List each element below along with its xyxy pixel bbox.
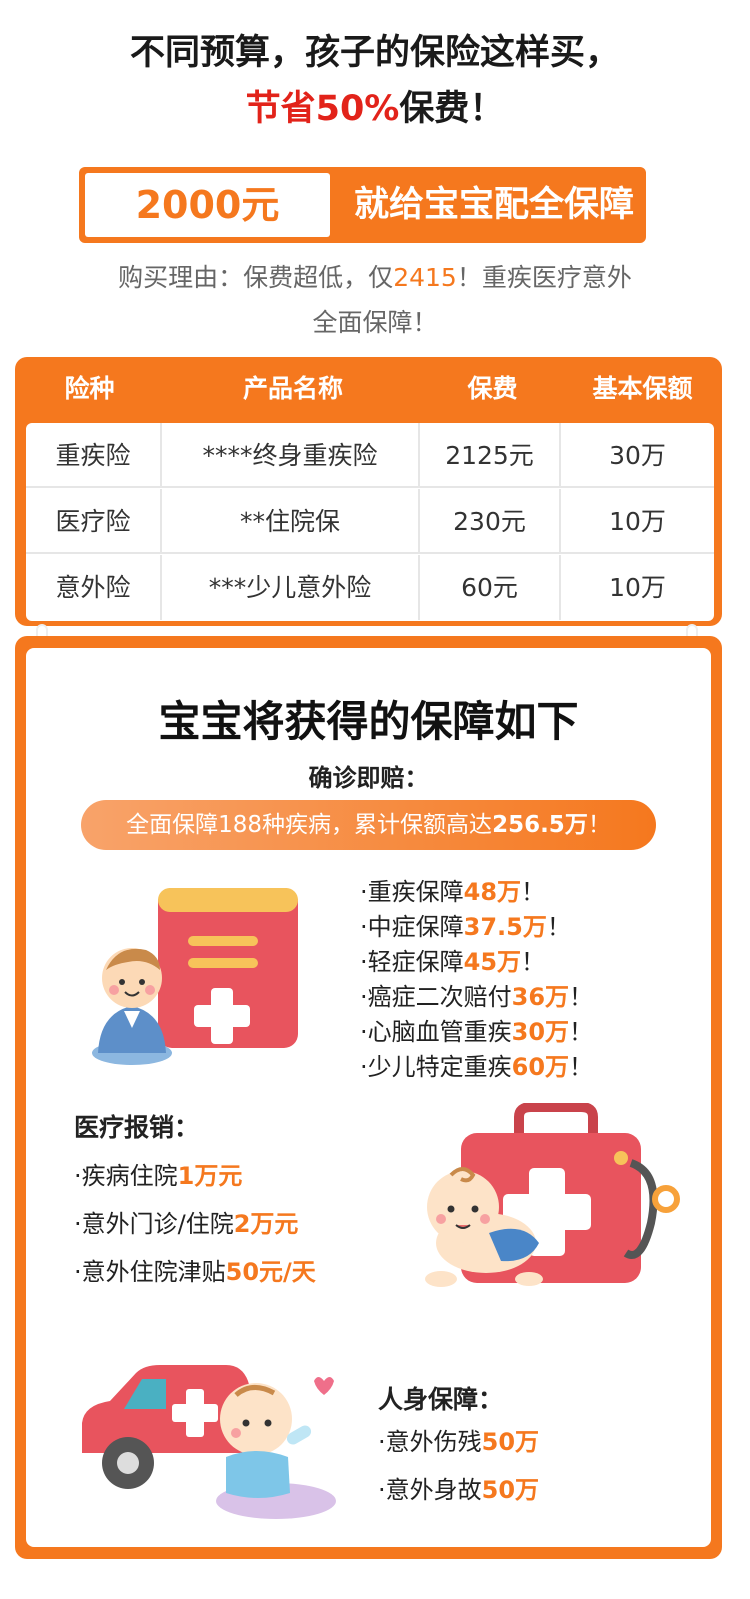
cell-premium: 230元 [420, 489, 561, 554]
reason-suffix: ！重疾医疗意外 [456, 263, 632, 292]
baby-with-first-aid-kit-icon [425, 1103, 680, 1287]
baby-with-car-icon [82, 1365, 336, 1519]
benefits-panel: 宝宝将获得的保障如下 确诊即赔： 全面保障188种疾病，累计保额高达256.5万… [15, 636, 722, 1559]
cell-premium: 2125元 [420, 423, 561, 488]
personal-list: ·意外伤残50万 ·意外身故50万 [378, 1418, 539, 1514]
cell-type: 意外险 [26, 555, 162, 620]
budget-amount: 2000元 [85, 173, 330, 237]
table-row: 重疾险 ****终身重疾险 2125元 30万 [26, 423, 714, 488]
list-item: ·中症保障37.5万！ [360, 913, 571, 941]
critical-illness-list: ·重疾保障48万！ ·中症保障37.5万！ ·轻症保障45万！ ·癌症二次赔付3… [360, 875, 593, 1085]
pill-amount: 256.5万 [492, 812, 588, 838]
table-row: 意外险 ***少儿意外险 60元 10万 [26, 555, 714, 620]
budget-text: 就给宝宝配全保障 [353, 185, 634, 225]
headline-savings: 节省50% [245, 89, 400, 129]
list-item: ·意外身故50万 [378, 1476, 540, 1504]
table-header: 险种 产品名称 保费 基本保额 [15, 357, 722, 421]
list-item: ·少儿特定重疾60万！ [360, 1053, 594, 1081]
baby-with-medical-book-icon [92, 888, 298, 1065]
header-premium: 保费 [467, 374, 518, 403]
headline-line-1: 不同预算，孩子的保险这样买， [129, 33, 620, 73]
list-item: ·意外伤残50万 [378, 1428, 540, 1456]
benefits-panel-inner: 宝宝将获得的保障如下 确诊即赔： 全面保障188种疾病，累计保额高达256.5万… [26, 648, 711, 1547]
list-item: ·癌症二次赔付36万！ [360, 983, 594, 1011]
coverage-summary-pill: 全面保障188种疾病，累计保额高达256.5万！ [81, 800, 656, 850]
cell-product: **住院保 [162, 489, 420, 554]
insurance-table: 险种 产品名称 保费 基本保额 重疾险 ****终身重疾险 2125元 30万 … [15, 357, 722, 626]
cell-product: ***少儿意外险 [162, 555, 420, 620]
list-item: ·疾病住院1万元 [74, 1162, 243, 1190]
headline-line-2: 节省50%保费！ [0, 80, 750, 131]
reason-price: 2415 [393, 263, 457, 292]
header-product: 产品名称 [242, 374, 343, 403]
header-type: 险种 [64, 374, 115, 403]
personal-label: 人身保障： [378, 1385, 504, 1414]
list-item: ·意外门诊/住院2万元 [74, 1210, 299, 1238]
purchase-reason-line-2: 全面保障！ [312, 308, 438, 337]
cell-product: ****终身重疾险 [162, 423, 420, 488]
reason-prefix: 购买理由：保费超低，仅 [118, 263, 394, 292]
table-row: 医疗险 **住院保 230元 10万 [26, 489, 714, 554]
cell-type: 重疾险 [26, 423, 162, 488]
pill-suffix: ！ [587, 812, 611, 838]
cell-premium: 60元 [420, 555, 561, 620]
pill-prefix: 全面保障188种疾病，累计保额高达 [126, 812, 493, 838]
list-item: ·轻症保障45万！ [360, 948, 546, 976]
cell-coverage: 10万 [609, 507, 666, 536]
budget-banner: 2000元 就给宝宝配全保障 [79, 167, 646, 243]
cell-type: 医疗险 [26, 489, 162, 554]
benefits-title: 宝宝将获得的保障如下 [158, 697, 579, 746]
headline-suffix: 保费！ [399, 89, 505, 129]
medical-label: 医疗报销： [74, 1113, 200, 1142]
list-item: ·心脑血管重疾30万！ [360, 1018, 594, 1046]
cell-coverage: 10万 [609, 573, 666, 602]
diagnosis-label: 确诊即赔： [308, 764, 429, 792]
header-coverage: 基本保额 [592, 374, 693, 403]
cell-coverage: 30万 [609, 441, 666, 470]
list-item: ·重疾保障48万！ [360, 878, 546, 906]
purchase-reason: 购买理由：保费超低，仅2415！重疾医疗意外 [0, 258, 750, 294]
table-body: 重疾险 ****终身重疾险 2125元 30万 医疗险 **住院保 230元 1… [26, 423, 714, 621]
list-item: ·意外住院津贴50元/天 [74, 1258, 316, 1286]
medical-list: ·疾病住院1万元 ·意外门诊/住院2万元 ·意外住院津贴50元/天 [74, 1152, 316, 1296]
